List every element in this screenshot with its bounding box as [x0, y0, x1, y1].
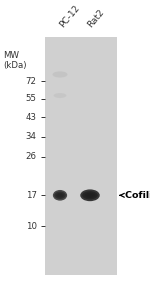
Ellipse shape — [87, 194, 93, 197]
Ellipse shape — [57, 194, 63, 197]
Text: 17: 17 — [26, 191, 37, 200]
Ellipse shape — [56, 193, 64, 198]
Ellipse shape — [54, 192, 66, 199]
Text: 10: 10 — [26, 222, 37, 231]
Text: Cofilin 1: Cofilin 1 — [125, 191, 150, 200]
Text: 43: 43 — [26, 113, 37, 122]
Text: 72: 72 — [26, 77, 37, 86]
Ellipse shape — [80, 189, 100, 201]
Ellipse shape — [82, 191, 98, 200]
Text: Rat2: Rat2 — [86, 8, 106, 30]
Ellipse shape — [54, 93, 66, 98]
Text: 26: 26 — [26, 152, 37, 161]
Text: MW
(kDa): MW (kDa) — [3, 51, 27, 70]
Ellipse shape — [85, 193, 95, 198]
Text: PC-12: PC-12 — [58, 4, 81, 30]
Ellipse shape — [53, 190, 67, 201]
Ellipse shape — [52, 71, 68, 78]
Text: 34: 34 — [26, 132, 37, 141]
Bar — [45, 37, 117, 275]
Text: 55: 55 — [26, 94, 37, 103]
